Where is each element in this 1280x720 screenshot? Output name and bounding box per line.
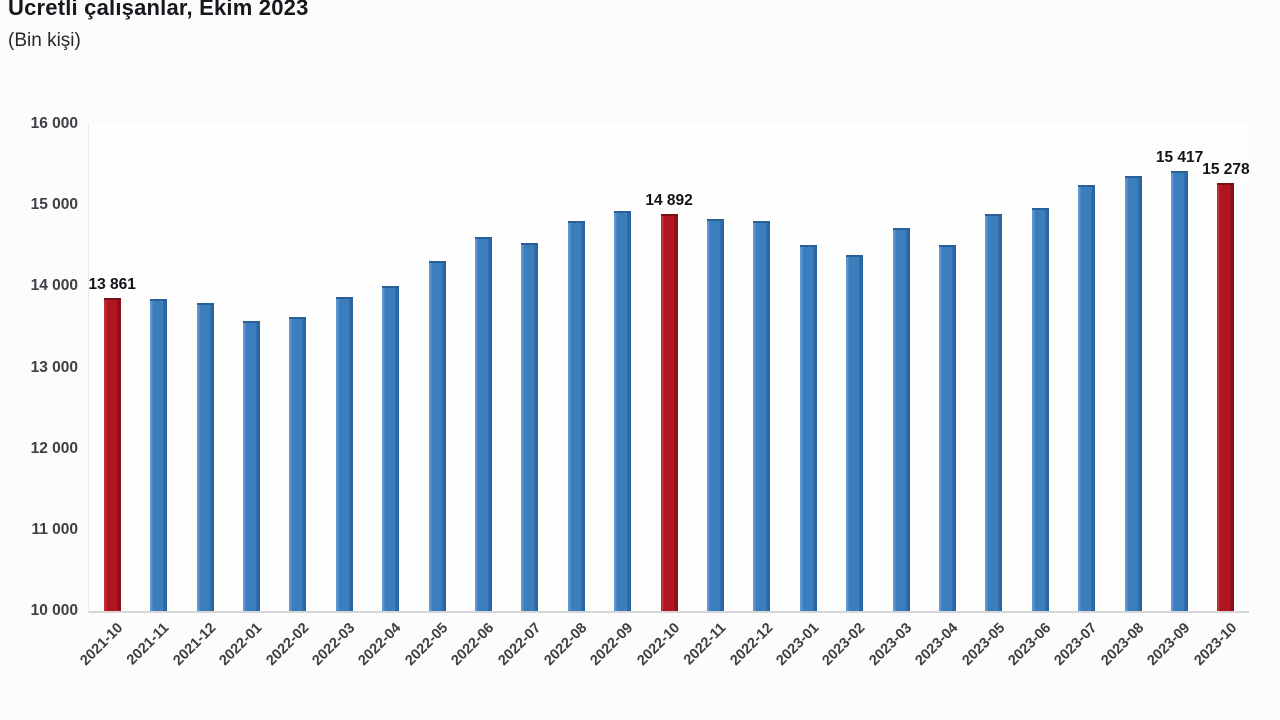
x-tick-label-2023-06: 2023-06	[1005, 620, 1055, 669]
bar-2023-02	[846, 254, 864, 611]
bar-2023-10: 15 278	[1202, 161, 1250, 611]
x-tick-label-2022-06: 2022-06	[448, 620, 498, 669]
bar-2023-09: 15 417	[1156, 149, 1203, 611]
bar-2022-12	[753, 221, 771, 611]
bar-slot-2023-03	[878, 124, 924, 611]
bar-2022-06	[474, 236, 492, 611]
value-label-2021-10: 13 861	[88, 275, 136, 293]
bar-2022-07	[521, 242, 539, 611]
x-tick-label-2023-04: 2023-04	[912, 620, 962, 669]
bar-2023-01	[799, 245, 817, 611]
plot-area: 13 861 14 892 15 417 15 278	[88, 124, 1250, 613]
x-tick-label-2023-03: 2023-03	[866, 620, 916, 669]
bar-slot-2022-09	[599, 124, 645, 611]
y-tick-label-16000: 16 000	[30, 115, 78, 132]
bar-slot-2023-01	[785, 124, 831, 611]
bar-2023-03	[892, 227, 910, 611]
bar-2023-08	[1124, 175, 1142, 611]
chart-header: Ücretli çalışanlar, Ekim 2023 (Bin kişi)	[8, 0, 309, 52]
y-tick-label-11000: 11 000	[31, 520, 78, 538]
bar-slot-2023-07	[1064, 124, 1110, 611]
bar-slot-2022-12	[739, 124, 785, 611]
x-tick-label-2023-10: 2023-10	[1190, 620, 1240, 669]
bar-slot-2022-05	[414, 124, 460, 611]
x-tick-label-2022-03: 2022-03	[309, 620, 359, 669]
y-tick-label-15000: 15 000	[30, 196, 78, 214]
bar-2022-05	[428, 261, 446, 611]
y-axis: 16 000 15 000 14 000 13 000 12 000 11 000 10 0…	[0, 115, 78, 619]
x-tick-label-2022-01: 2022-01	[216, 620, 266, 669]
bar-2021-11	[150, 298, 168, 611]
bar-slot-2023-06	[1017, 124, 1063, 611]
bar-slot-2022-11	[692, 124, 738, 611]
bar-slot-2022-08	[553, 124, 599, 611]
y-tick-label-10000: 10 000	[30, 602, 78, 619]
x-tick-label-2023-09: 2023-09	[1144, 620, 1194, 669]
x-tick-label-2022-05: 2022-05	[402, 620, 452, 669]
x-tick-label-2022-08: 2022-08	[541, 620, 591, 669]
bar-2022-01	[242, 321, 260, 611]
x-tick-label-2023-07: 2023-07	[1051, 620, 1101, 669]
bar-2023-07	[1078, 184, 1096, 611]
x-tick-label-2023-08: 2023-08	[1098, 620, 1148, 669]
y-tick-label-12000: 12 000	[30, 439, 78, 457]
bar-2022-09	[614, 211, 632, 611]
value-label-2023-09: 15 417	[1155, 149, 1204, 167]
bar-slot-2022-07	[507, 124, 553, 611]
x-tick-label-2022-04: 2022-04	[355, 620, 405, 669]
x-tick-label-2022-07: 2022-07	[494, 620, 544, 669]
x-tick-label-2022-12: 2022-12	[726, 620, 776, 669]
x-axis: 2021-10 2021-11 2021-12 2022-01 2022-02 2022-…	[77, 620, 1248, 710]
bar-2022-10: 14 892	[645, 192, 693, 611]
bar-2021-10: 13 861	[88, 276, 136, 611]
bar-slot-2023-02	[832, 124, 878, 611]
y-tick-label-14000: 14 000	[30, 277, 78, 295]
y-tick-label-13000: 13 000	[30, 358, 78, 376]
bar-2022-08	[567, 221, 585, 611]
bar-slot-2022-10: 14 892	[645, 124, 693, 611]
bar-2021-12	[196, 302, 214, 611]
bar-slot-2023-04	[924, 124, 970, 611]
x-tick-label-2022-10: 2022-10	[634, 620, 684, 669]
chart-subtitle: (Bin kişi)	[8, 30, 81, 52]
x-tick-label-2021-11: 2021-11	[124, 620, 173, 669]
x-tick-label-2021-12: 2021-12	[170, 620, 220, 669]
bars-layer: 13 861 14 892 15 417 15 278	[88, 124, 1250, 611]
bar-slot-2021-10: 13 861	[88, 124, 136, 611]
x-tick-label-2022-11: 2022-11	[681, 620, 730, 669]
x-tick-label-2022-09: 2022-09	[587, 620, 637, 669]
x-tick-label-2023-05: 2023-05	[958, 620, 1008, 669]
bar-slot-2022-01	[228, 124, 274, 611]
bar-slot-2023-08	[1110, 124, 1156, 611]
bar-slot-2022-04	[367, 124, 413, 611]
x-tick-label-2021-10: 2021-10	[77, 620, 127, 669]
bar-slot-2021-11	[135, 124, 181, 611]
bar-2023-04	[939, 244, 957, 611]
bar-2022-03	[335, 297, 353, 611]
x-tick-label-2022-02: 2022-02	[262, 620, 312, 669]
bar-2022-04	[382, 286, 400, 611]
bar-slot-2023-10: 15 278	[1202, 124, 1250, 611]
x-tick-label-2023-02: 2023-02	[819, 620, 869, 669]
bar-slot-2021-12	[182, 124, 228, 611]
value-label-2022-10: 14 892	[645, 191, 693, 209]
bar-slot-2023-09: 15 417	[1156, 124, 1203, 611]
chart-title: Ücretli çalışanlar, Ekim 2023	[8, 0, 309, 20]
bar-slot-2022-06	[460, 124, 506, 611]
bar-2022-11	[706, 218, 724, 611]
bar-slot-2022-03	[321, 124, 367, 611]
x-tick-label-2023-01: 2023-01	[773, 620, 823, 669]
bar-2023-05	[985, 214, 1003, 611]
bar-2023-06	[1031, 207, 1049, 611]
bar-2022-02	[289, 317, 307, 611]
bar-slot-2022-02	[275, 124, 321, 611]
bar-slot-2023-05	[971, 124, 1017, 611]
value-label-2023-10: 15 278	[1202, 160, 1250, 178]
